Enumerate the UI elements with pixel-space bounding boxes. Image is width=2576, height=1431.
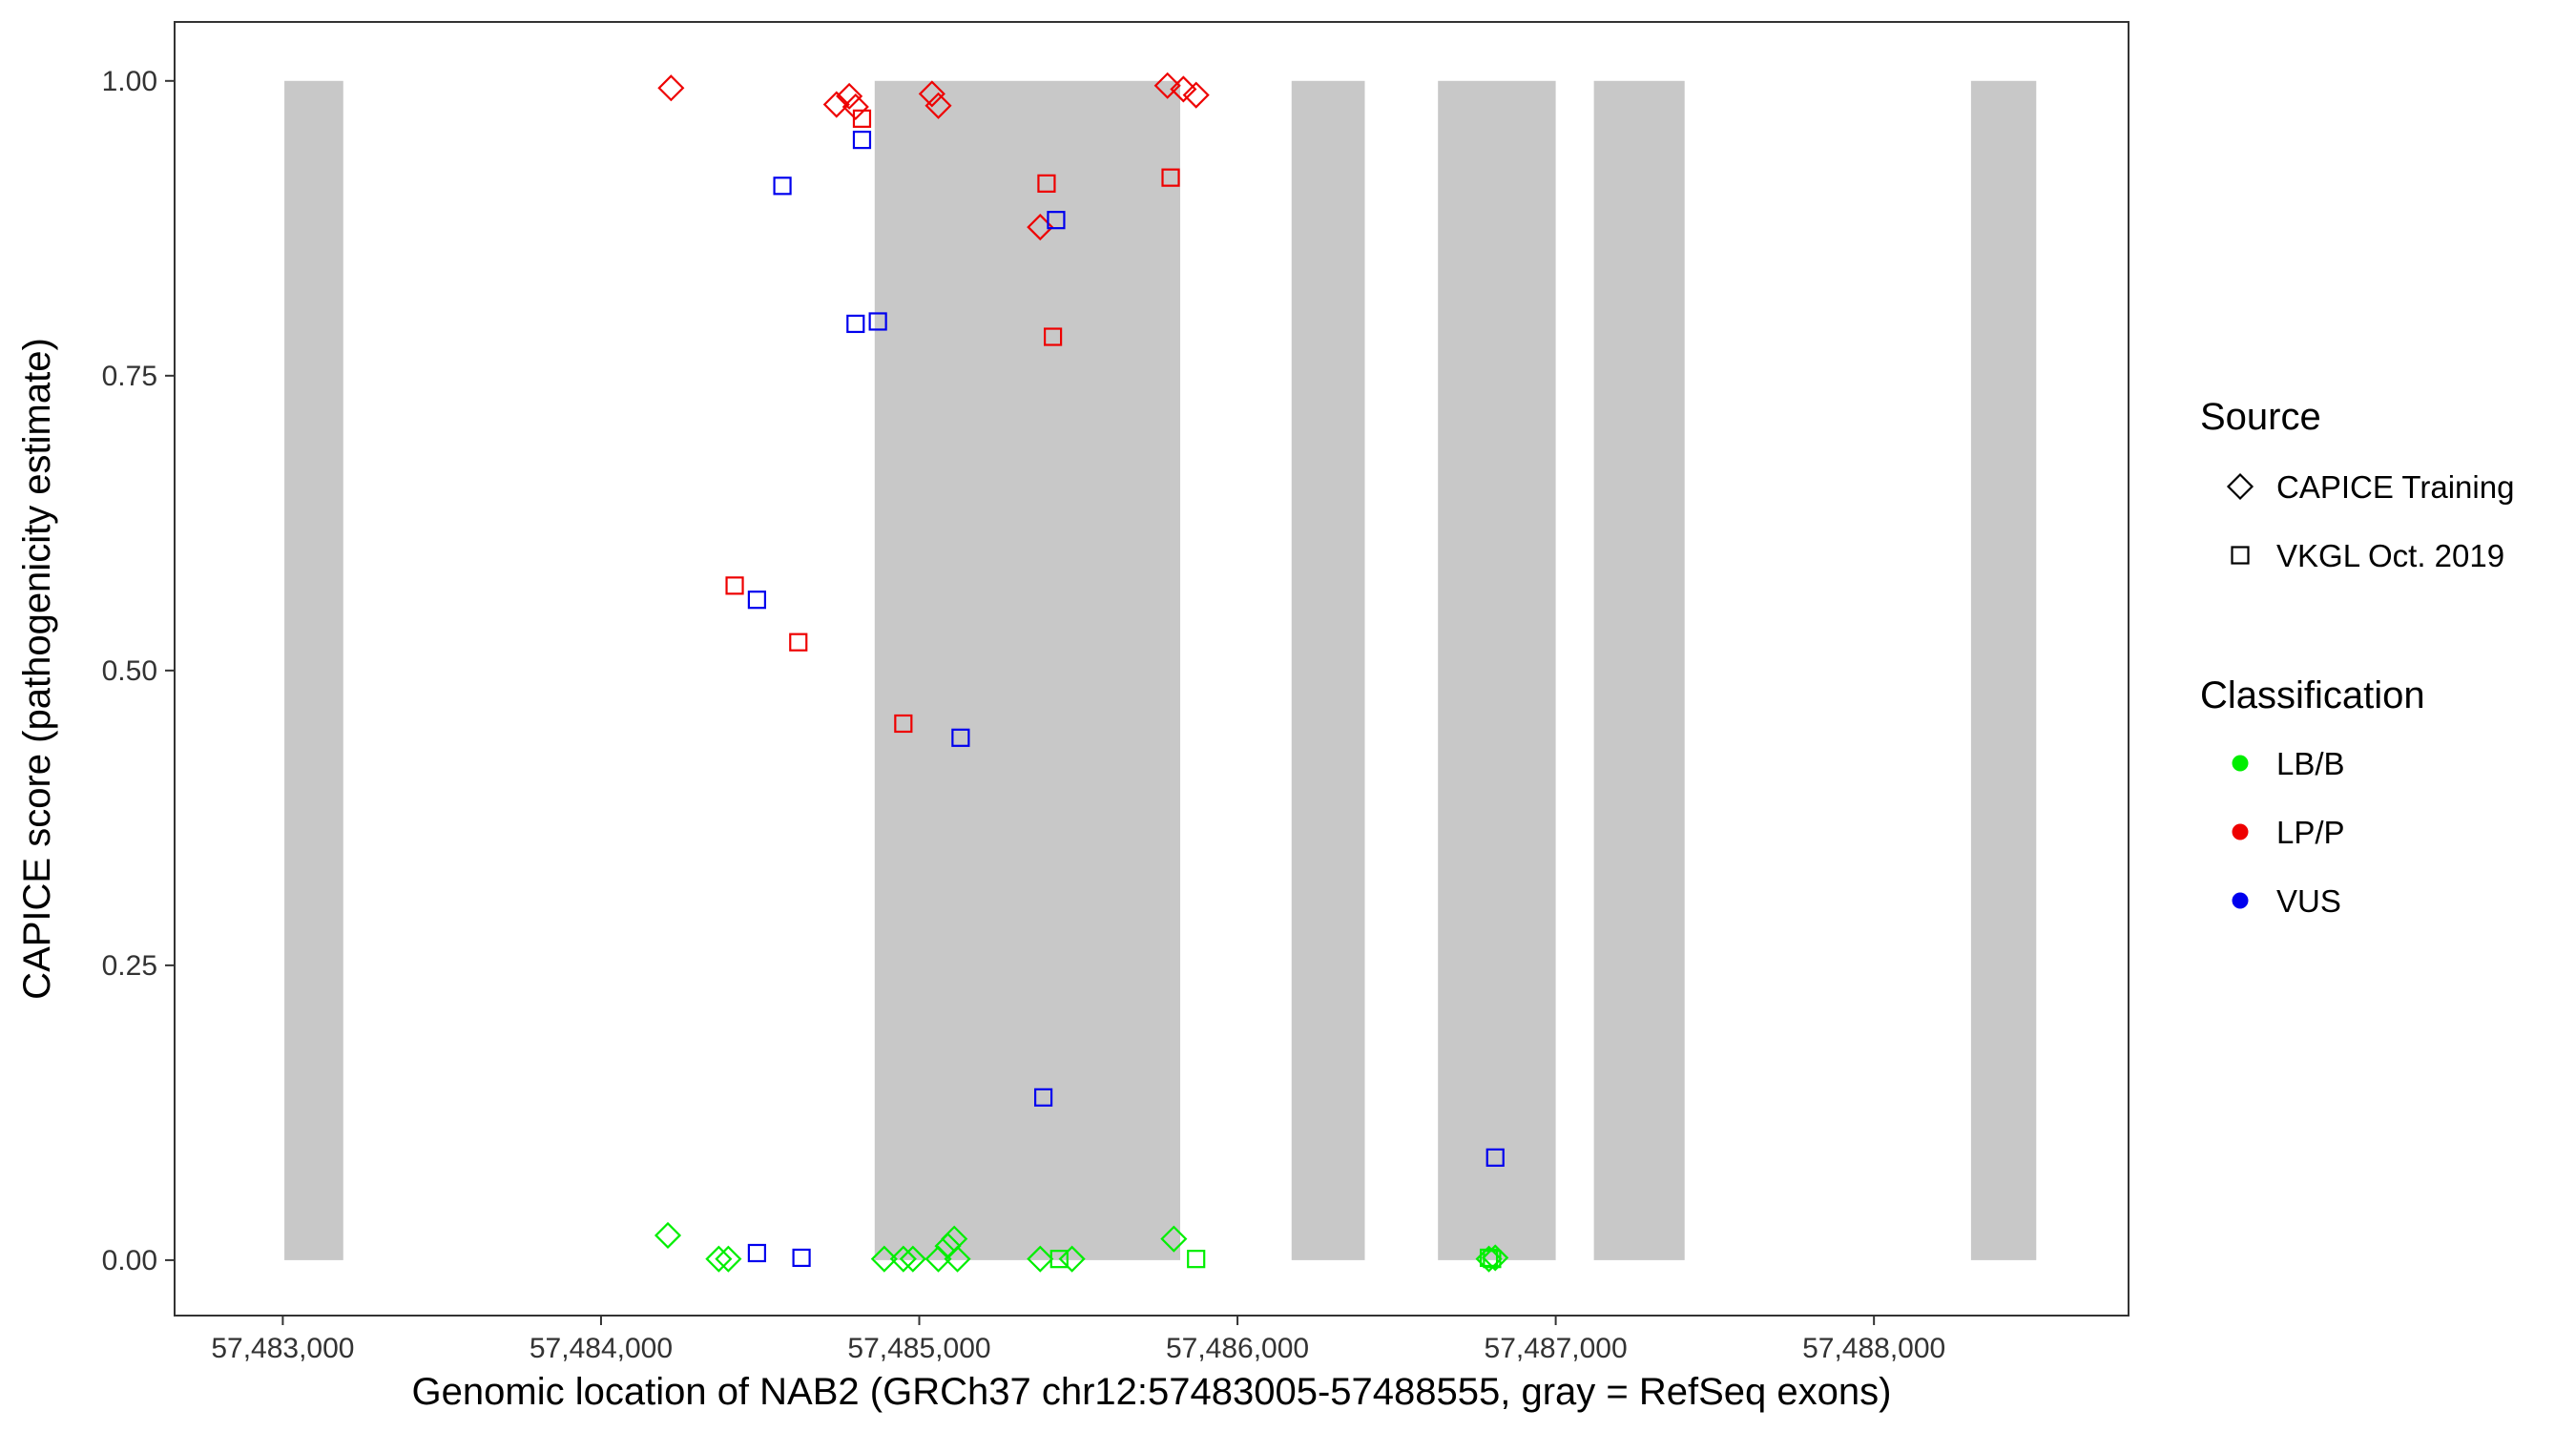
data-point	[870, 1245, 898, 1273]
data-point	[1043, 327, 1063, 346]
x-tick-label: 57,486,000	[1166, 1333, 1309, 1364]
data-point	[918, 80, 945, 108]
data-point	[1161, 168, 1180, 187]
legend-classification-label: VUS	[2276, 883, 2341, 919]
data-point	[1182, 81, 1210, 109]
data-point	[1037, 174, 1056, 193]
legend-source-label: CAPICE Training	[2276, 469, 2514, 505]
data-point	[841, 93, 869, 121]
data-point	[789, 633, 808, 652]
legend-source-items: CAPICE Training VKGL Oct. 2019	[2226, 469, 2514, 573]
data-point	[1483, 1250, 1502, 1269]
exon-band-6	[1970, 80, 2037, 1260]
exon-bands	[284, 80, 2037, 1260]
exon-band-2	[874, 80, 1181, 1260]
exon-band-4	[1438, 80, 1556, 1260]
data-point	[852, 131, 872, 150]
data-point	[1153, 72, 1181, 99]
data-point	[1047, 211, 1066, 230]
legend-key-square	[2231, 546, 2250, 565]
y-tick-label: 0.00	[102, 1245, 157, 1276]
y-tick-label: 0.50	[102, 655, 157, 687]
data-point	[747, 1243, 766, 1263]
legend-classification-label: LP/P	[2276, 815, 2345, 850]
y-tick-label: 1.00	[102, 66, 157, 97]
data-point	[705, 1245, 733, 1273]
data-point	[1187, 1250, 1206, 1269]
data-point	[1049, 1250, 1069, 1269]
data-points	[654, 72, 1509, 1273]
exon-band-1	[284, 80, 343, 1260]
legend-classification-title: Classification	[2200, 674, 2425, 716]
data-point	[1479, 1248, 1499, 1268]
data-point	[1170, 75, 1197, 103]
data-point	[894, 714, 913, 734]
plot-frame	[174, 21, 2129, 1317]
legend-source-title: Source	[2200, 396, 2321, 438]
legend-key-dot	[2232, 755, 2249, 772]
data-point	[715, 1245, 742, 1273]
y-tick-label: 0.25	[102, 950, 157, 982]
exon-band-5	[1593, 80, 1685, 1260]
data-point	[1027, 1245, 1054, 1273]
data-point	[1058, 1245, 1086, 1273]
data-point	[654, 1221, 682, 1250]
data-point	[657, 74, 685, 102]
data-point	[899, 1245, 926, 1273]
x-tick-label: 57,487,000	[1485, 1333, 1628, 1364]
data-point	[852, 109, 872, 128]
x-tick-label: 57,483,000	[211, 1333, 354, 1364]
legend-key-dot	[2232, 823, 2249, 840]
data-point	[889, 1245, 917, 1273]
data-point	[846, 314, 865, 334]
x-axis: 57,483,000 57,484,000 57,485,000 57,486,000…	[211, 1316, 1945, 1364]
data-point	[868, 312, 887, 331]
legend-classification-items: LB/B LP/P VUS	[2232, 746, 2345, 919]
data-point	[1033, 1088, 1053, 1107]
x-tick-label: 57,485,000	[847, 1333, 990, 1364]
y-axis: 0.00 0.25 0.50 0.75 1.00	[102, 66, 175, 1276]
data-point	[792, 1248, 811, 1268]
data-point	[1160, 1225, 1188, 1253]
data-point	[944, 1245, 971, 1273]
data-point	[951, 728, 970, 747]
y-tick-label: 0.75	[102, 361, 157, 392]
legend-key-diamond	[2226, 472, 2254, 501]
legend-source-label: VKGL Oct. 2019	[2276, 538, 2504, 573]
data-point	[1482, 1244, 1509, 1272]
y-axis-title: CAPICE score (pathogenicity estimate)	[16, 338, 58, 1000]
legend-key-dot	[2232, 892, 2249, 909]
data-point	[725, 576, 744, 595]
x-tick-label: 57,484,000	[530, 1333, 673, 1364]
data-point	[822, 91, 850, 118]
data-point	[1485, 1148, 1505, 1167]
x-axis-title: Genomic location of NAB2 (GRCh37 chr12:5…	[412, 1371, 1892, 1413]
exon-band-3	[1291, 80, 1365, 1260]
data-point	[924, 92, 952, 119]
data-point	[747, 591, 766, 610]
data-point	[773, 176, 792, 196]
x-tick-label: 57,488,000	[1802, 1333, 1945, 1364]
legend-classification-label: LB/B	[2276, 746, 2345, 781]
legend: Source CAPICE Training VKGL Oct. 2019 Cla…	[2200, 396, 2514, 919]
data-point	[836, 82, 863, 110]
